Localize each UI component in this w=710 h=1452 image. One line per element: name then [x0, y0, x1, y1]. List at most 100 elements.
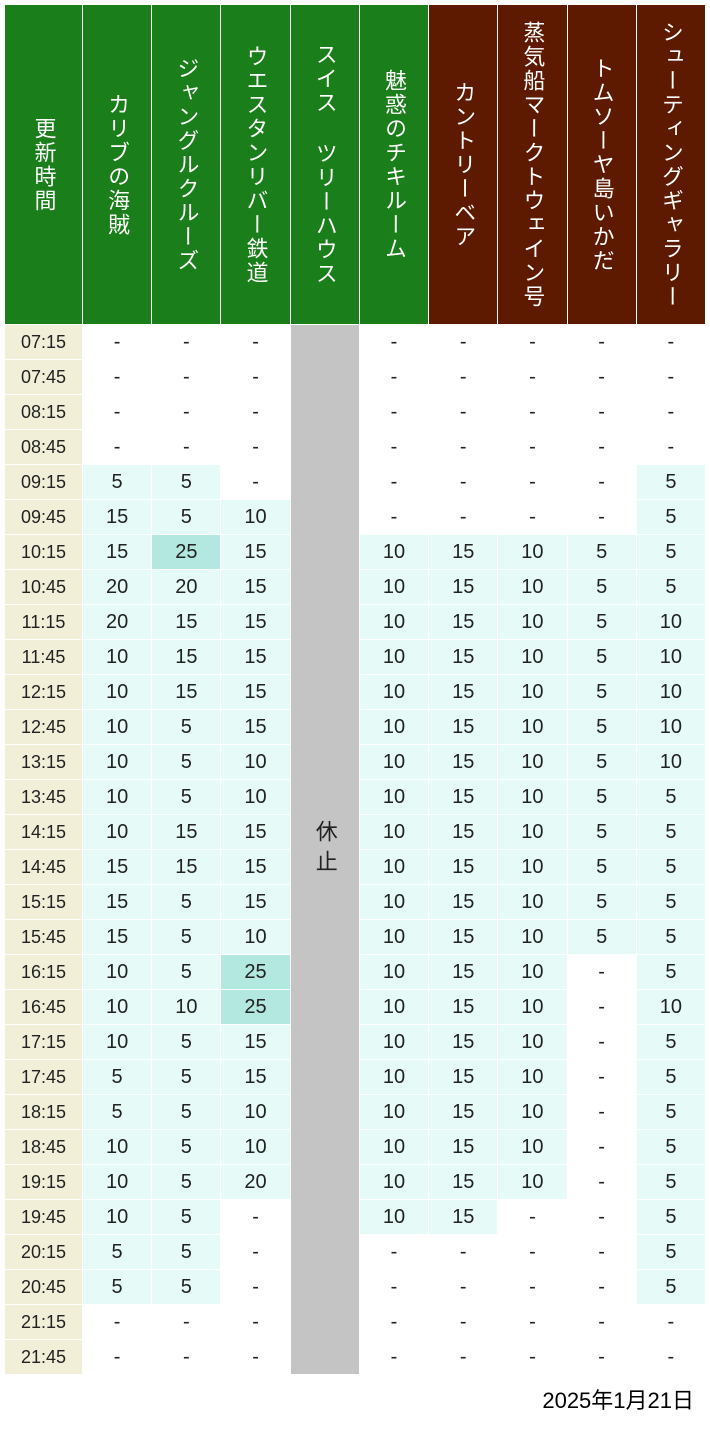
value-cell: - — [221, 360, 290, 395]
value-cell: - — [221, 1270, 290, 1305]
value-cell: 15 — [83, 885, 152, 920]
value-cell: 15 — [429, 955, 498, 990]
value-cell: - — [152, 1340, 221, 1375]
value-cell: 5 — [83, 1270, 152, 1305]
value-cell: - — [429, 360, 498, 395]
value-cell: - — [636, 430, 705, 465]
value-cell: - — [567, 1270, 636, 1305]
value-cell: - — [359, 1305, 428, 1340]
value-cell: 15 — [221, 535, 290, 570]
time-cell: 17:45 — [5, 1060, 83, 1095]
time-cell: 16:15 — [5, 955, 83, 990]
value-cell: - — [429, 500, 498, 535]
value-cell: 15 — [429, 1095, 498, 1130]
value-cell: 5 — [152, 1060, 221, 1095]
value-cell: 5 — [636, 1165, 705, 1200]
attraction-header: シューティングギャラリー — [636, 5, 705, 325]
value-cell: 5 — [83, 1235, 152, 1270]
value-cell: 10 — [359, 815, 428, 850]
value-cell: 20 — [83, 605, 152, 640]
value-cell: 5 — [636, 1130, 705, 1165]
value-cell: 10 — [498, 570, 567, 605]
value-cell: 10 — [359, 745, 428, 780]
time-cell: 08:45 — [5, 430, 83, 465]
value-cell: 5 — [567, 920, 636, 955]
value-cell: 10 — [221, 920, 290, 955]
value-cell: 15 — [221, 675, 290, 710]
value-cell: 10 — [221, 1130, 290, 1165]
time-cell: 15:45 — [5, 920, 83, 955]
footer-date: 2025年1月21日 — [4, 1375, 706, 1419]
value-cell: 25 — [221, 955, 290, 990]
value-cell: 5 — [567, 535, 636, 570]
value-cell: 10 — [359, 1060, 428, 1095]
value-cell: 15 — [429, 990, 498, 1025]
value-cell: 15 — [152, 815, 221, 850]
value-cell: 10 — [636, 990, 705, 1025]
value-cell: 10 — [498, 1130, 567, 1165]
value-cell: 10 — [83, 675, 152, 710]
value-cell: 10 — [83, 990, 152, 1025]
value-cell: 5 — [636, 570, 705, 605]
value-cell: 10 — [359, 710, 428, 745]
closed-cell: 休止 — [290, 325, 359, 1375]
value-cell: 20 — [221, 1165, 290, 1200]
value-cell: 15 — [429, 1200, 498, 1235]
value-cell: 10 — [83, 815, 152, 850]
value-cell: 5 — [636, 1235, 705, 1270]
value-cell: 10 — [221, 1095, 290, 1130]
value-cell: 5 — [567, 885, 636, 920]
value-cell: 10 — [83, 640, 152, 675]
value-cell: - — [429, 1340, 498, 1375]
value-cell: - — [498, 500, 567, 535]
value-cell: 15 — [429, 710, 498, 745]
value-cell: 5 — [567, 815, 636, 850]
time-cell: 11:15 — [5, 605, 83, 640]
value-cell: 15 — [221, 850, 290, 885]
value-cell: 5 — [83, 1095, 152, 1130]
value-cell: 5 — [152, 1235, 221, 1270]
value-cell: 5 — [567, 605, 636, 640]
value-cell: 10 — [359, 955, 428, 990]
value-cell: - — [152, 1305, 221, 1340]
value-cell: 15 — [429, 1165, 498, 1200]
value-cell: 5 — [567, 640, 636, 675]
value-cell: - — [498, 1340, 567, 1375]
value-cell: - — [498, 395, 567, 430]
value-cell: 10 — [359, 605, 428, 640]
value-cell: - — [359, 1270, 428, 1305]
value-cell: 5 — [636, 500, 705, 535]
value-cell: 5 — [567, 780, 636, 815]
value-cell: - — [152, 430, 221, 465]
time-cell: 12:45 — [5, 710, 83, 745]
value-cell: 10 — [498, 1060, 567, 1095]
value-cell: 5 — [636, 535, 705, 570]
value-cell: 10 — [498, 535, 567, 570]
value-cell: 15 — [429, 850, 498, 885]
value-cell: 5 — [567, 745, 636, 780]
value-cell: 10 — [359, 1095, 428, 1130]
time-cell: 18:15 — [5, 1095, 83, 1130]
value-cell: 5 — [152, 1200, 221, 1235]
time-cell: 18:45 — [5, 1130, 83, 1165]
value-cell: 5 — [636, 815, 705, 850]
value-cell: - — [567, 1025, 636, 1060]
value-cell: - — [221, 1200, 290, 1235]
value-cell: 15 — [221, 640, 290, 675]
time-cell: 07:15 — [5, 325, 83, 360]
value-cell: - — [359, 325, 428, 360]
value-cell: 20 — [152, 570, 221, 605]
value-cell: 10 — [83, 1130, 152, 1165]
value-cell: - — [498, 1305, 567, 1340]
value-cell: 10 — [83, 955, 152, 990]
value-cell: 5 — [152, 1095, 221, 1130]
time-cell: 10:45 — [5, 570, 83, 605]
value-cell: 10 — [359, 640, 428, 675]
value-cell: - — [567, 500, 636, 535]
value-cell: - — [359, 465, 428, 500]
value-cell: - — [359, 500, 428, 535]
value-cell: 15 — [429, 640, 498, 675]
value-cell: 15 — [152, 640, 221, 675]
value-cell: 5 — [636, 1270, 705, 1305]
value-cell: 15 — [221, 1060, 290, 1095]
